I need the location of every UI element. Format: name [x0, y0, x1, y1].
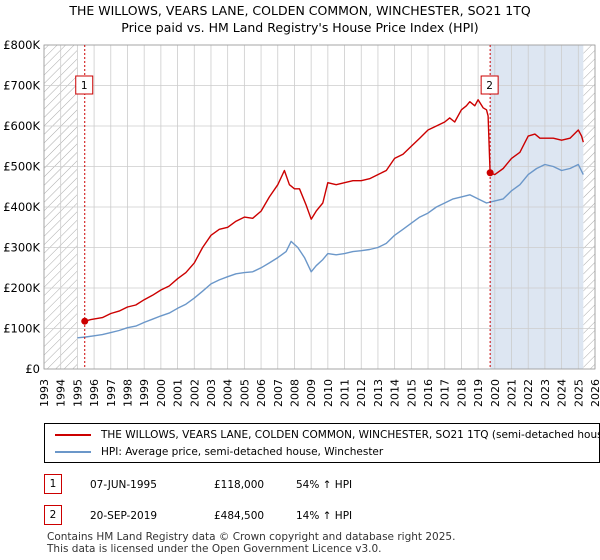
x-tick-label: 2014 [389, 379, 402, 407]
transaction-date: 20-SEP-2019 [90, 510, 158, 522]
legend: THE WILLOWS, VEARS LANE, COLDEN COMMON, … [44, 423, 600, 463]
legend-label-hpi: HPI: Average price, semi-detached house,… [101, 446, 384, 458]
transaction-price: £484,500 [214, 510, 265, 522]
x-tick-label: 2022 [522, 379, 535, 407]
x-tick-label: 2011 [339, 379, 352, 407]
sale-point [486, 169, 494, 177]
footer: Contains HM Land Registry data © Crown c… [47, 531, 455, 555]
x-tick-label: 2026 [589, 379, 600, 407]
transaction-number: 1 [44, 474, 62, 494]
chart-title: THE WILLOWS, VEARS LANE, COLDEN COMMON, … [0, 2, 600, 36]
x-tick-label: 2008 [288, 379, 301, 407]
x-tick-label: 2003 [205, 379, 218, 407]
x-tick-label: 2019 [472, 379, 485, 407]
x-tick-label: 2023 [539, 379, 552, 407]
transaction-date: 07-JUN-1995 [90, 479, 157, 491]
x-tick-label: 2001 [172, 379, 185, 407]
x-tick-label: 2017 [439, 379, 452, 407]
y-tick-label: £100K [3, 322, 40, 336]
x-tick-label: 2024 [556, 379, 569, 407]
y-tick-label: £400K [3, 200, 40, 214]
transaction-hpi: 14% ↑ HPI [296, 510, 353, 522]
x-tick-label: 2006 [255, 379, 268, 407]
x-tick-label: 1998 [121, 379, 134, 407]
title-line-2: Price paid vs. HM Land Registry's House … [121, 20, 479, 35]
x-tick-label: 2007 [272, 379, 285, 407]
x-tick-label: 2005 [238, 379, 251, 407]
legend-swatch-hpi [55, 451, 91, 453]
series-line-price-paid [84, 98, 584, 322]
y-tick-label: £500K [3, 160, 40, 174]
transaction-number: 2 [44, 505, 62, 525]
sale-marker-box [75, 75, 94, 95]
x-tick-label: 2012 [355, 379, 368, 407]
x-tick-label: 2002 [188, 379, 201, 407]
y-tick-label: £300K [3, 241, 40, 255]
x-tick-label: 2013 [372, 379, 385, 407]
series-line-hpi [77, 163, 584, 339]
x-tick-label: 2015 [405, 379, 418, 407]
y-tick-label: £0 [25, 362, 40, 376]
legend-item-price-paid: THE WILLOWS, VEARS LANE, COLDEN COMMON, … [55, 427, 600, 443]
x-tick-label: 1995 [71, 379, 84, 407]
legend-item-hpi: HPI: Average price, semi-detached house,… [55, 444, 383, 460]
y-tick-label: £800K [3, 38, 40, 52]
x-tick-label: 1999 [138, 379, 151, 407]
legend-label-price-paid: THE WILLOWS, VEARS LANE, COLDEN COMMON, … [101, 429, 600, 441]
footer-line-1: Contains HM Land Registry data © Crown c… [47, 531, 456, 543]
x-tick-label: 1997 [105, 379, 118, 407]
transaction-price: £118,000 [214, 479, 265, 491]
x-tick-label: 2016 [422, 379, 435, 407]
title-line-1: THE WILLOWS, VEARS LANE, COLDEN COMMON, … [69, 3, 531, 18]
x-tick-label: 1994 [55, 379, 68, 407]
y-tick-label: £200K [3, 281, 40, 295]
x-tick-label: 2000 [155, 379, 168, 407]
y-tick-label: £600K [3, 119, 40, 133]
transaction-hpi: 54% ↑ HPI [296, 479, 353, 491]
x-tick-label: 2010 [322, 379, 335, 407]
legend-swatch-price-paid [55, 434, 91, 436]
sale-marker-label: 2 [486, 80, 493, 92]
x-tick-label: 2025 [572, 379, 585, 407]
x-tick-label: 2009 [305, 379, 318, 407]
footer-line-2: This data is licensed under the Open Gov… [47, 543, 382, 555]
x-tick-label: 2020 [489, 379, 502, 407]
sale-point [81, 317, 89, 325]
x-tick-label: 1993 [38, 379, 51, 407]
y-tick-label: £700K [3, 79, 40, 93]
x-tick-label: 2004 [222, 379, 235, 407]
x-tick-label: 2021 [506, 379, 519, 407]
x-tick-label: 1996 [88, 379, 101, 407]
sale-marker-label: 1 [81, 80, 88, 92]
price-chart: £0 £100K £200K £300K £400K £500K £600K £700K £80… [3, 38, 600, 407]
x-tick-label: 2018 [455, 379, 468, 407]
sale-marker-box [480, 75, 499, 95]
plot-border [43, 44, 596, 370]
